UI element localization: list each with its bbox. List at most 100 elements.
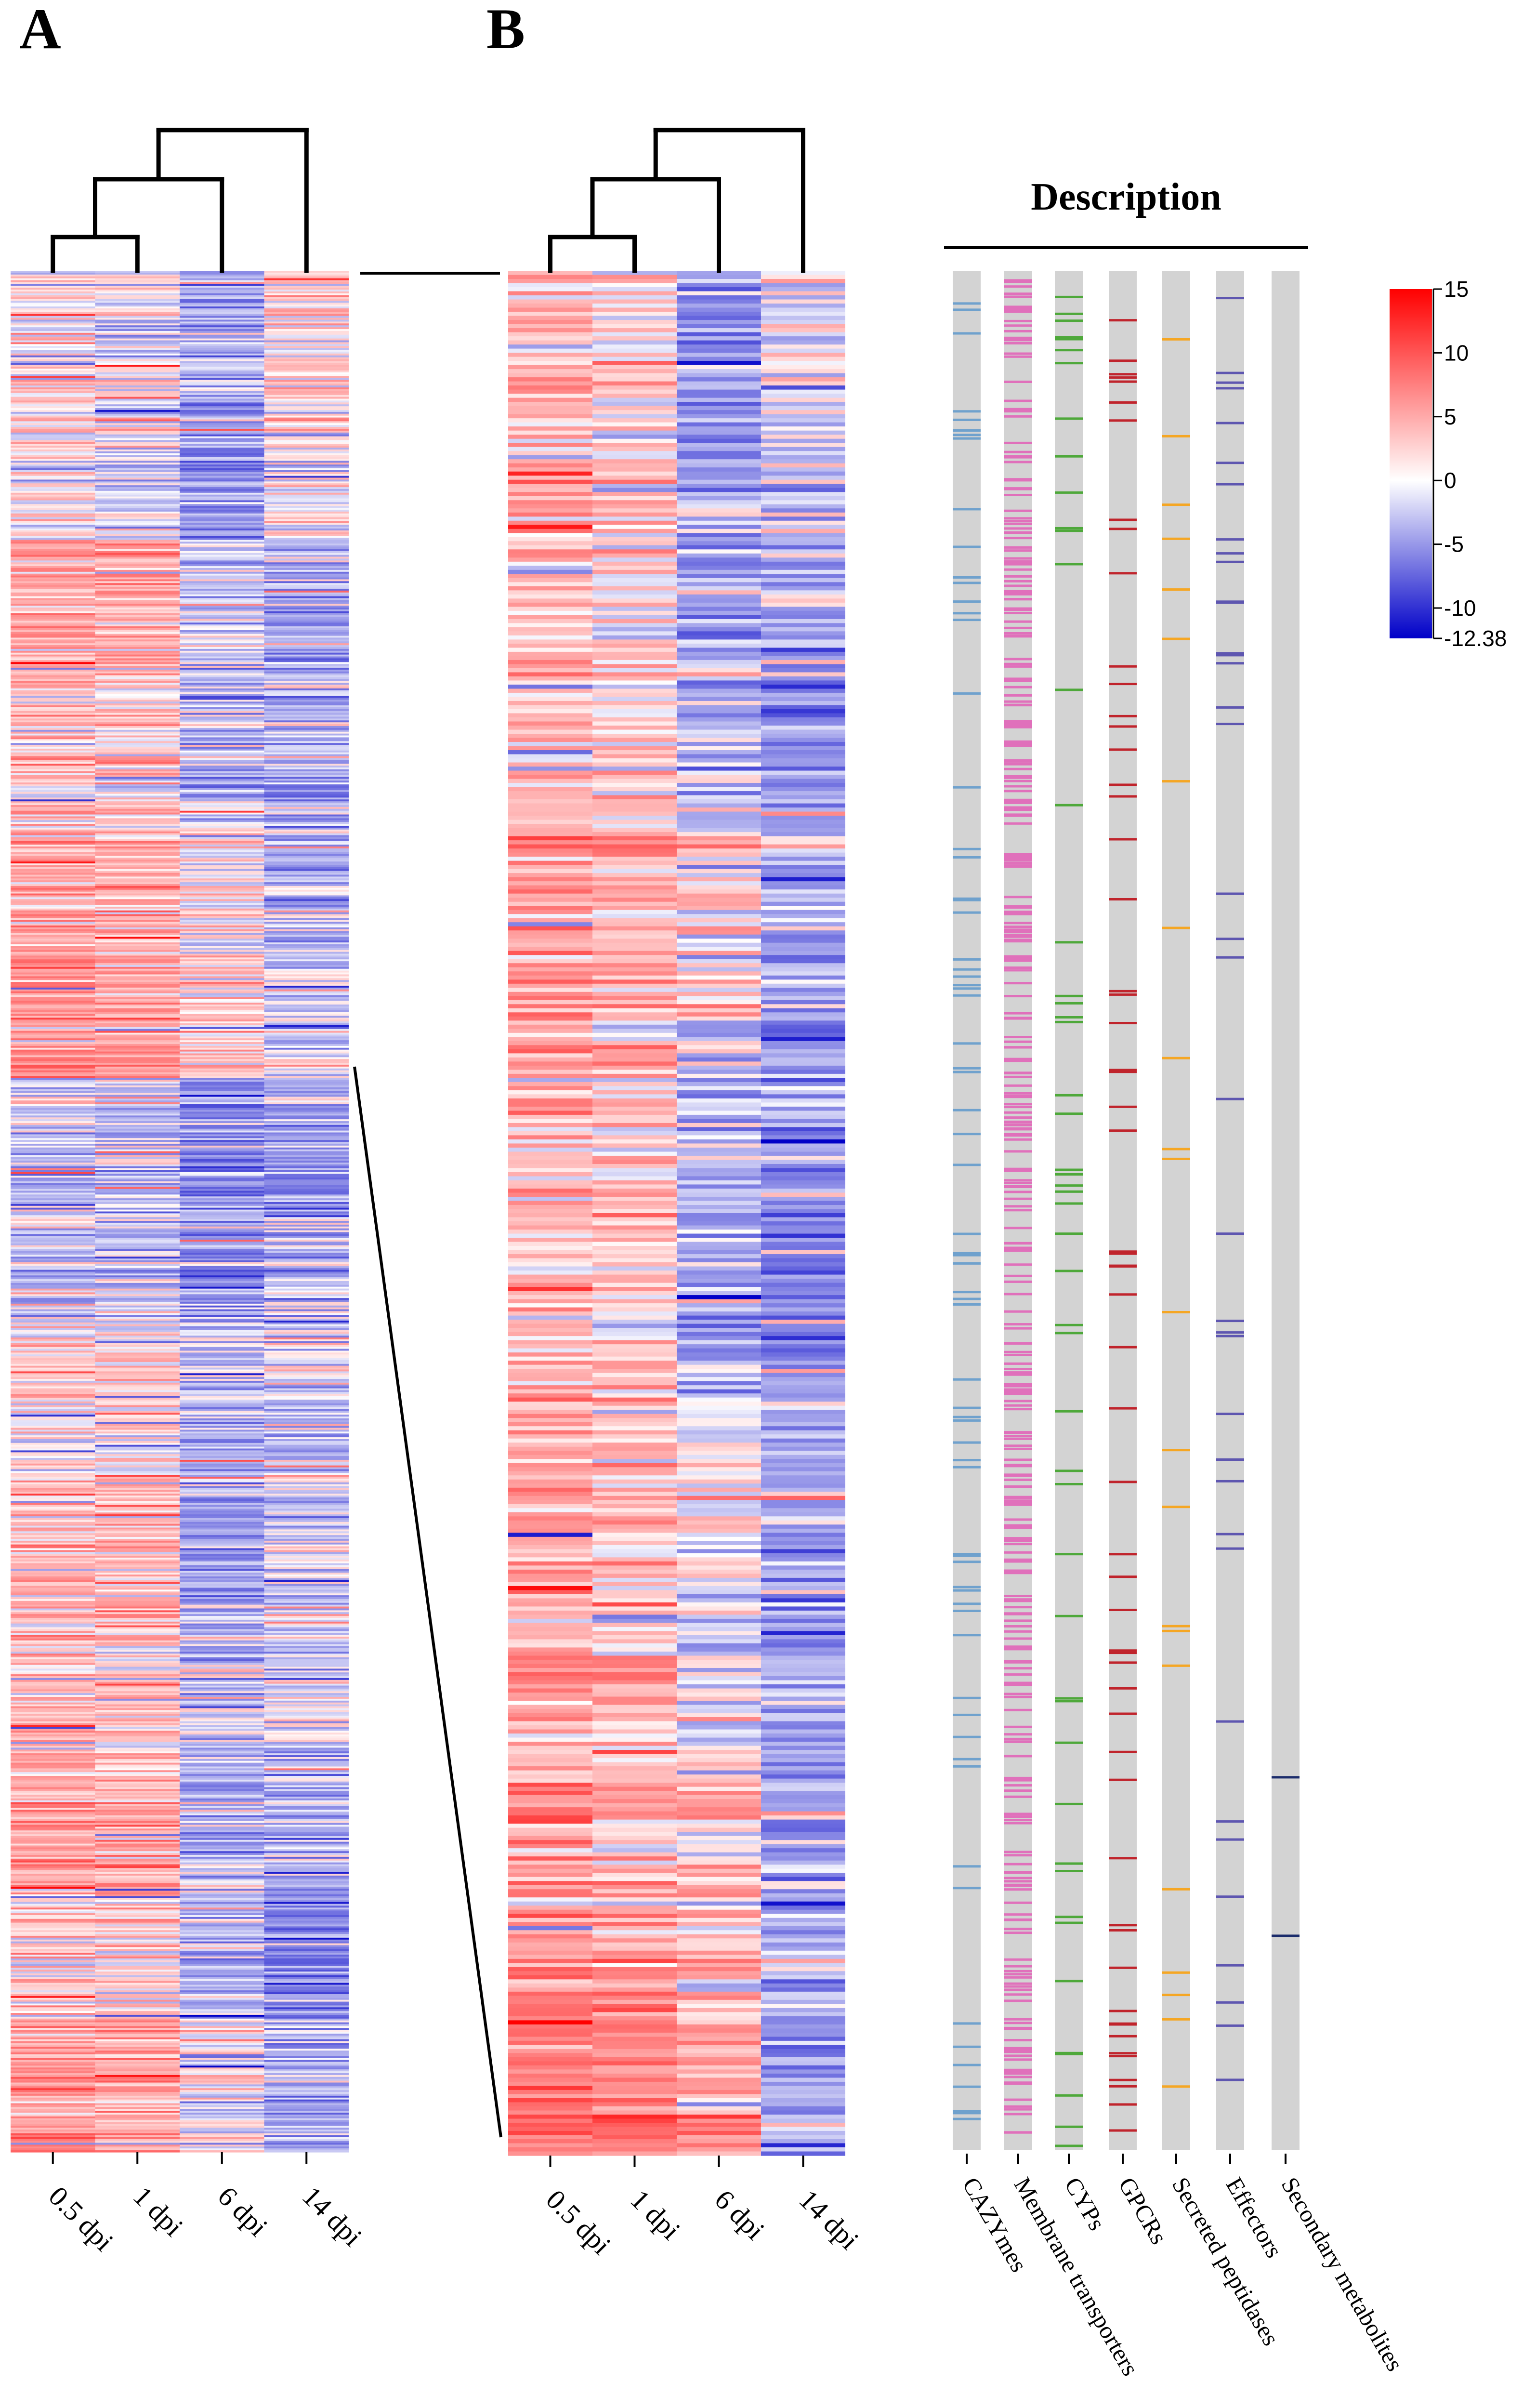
heat-cell (264, 1401, 349, 1404)
heat-cell (11, 498, 95, 501)
heat-cell (264, 982, 349, 984)
heat-cell (95, 654, 180, 657)
heat-cell (677, 947, 761, 952)
heat-cell (264, 1228, 349, 1231)
heat-cell (11, 1698, 95, 1701)
heat-cell (95, 604, 180, 606)
heat-cell (761, 1073, 845, 1078)
heat-cell (11, 301, 95, 303)
heat-cell (95, 1371, 180, 1374)
heat-cell (180, 1856, 264, 1859)
heat-cell (180, 369, 264, 371)
heat-cell (264, 1130, 349, 1133)
heat-cell (95, 1826, 180, 1829)
heat-cell (180, 2146, 264, 2149)
heat-cell (180, 1298, 264, 1300)
heat-cell (95, 332, 180, 335)
heat-cell (11, 519, 95, 521)
heat-cell (180, 1744, 264, 1746)
heat-cell (180, 310, 264, 313)
heat-cell (677, 742, 761, 747)
heat-cell (677, 705, 761, 710)
heat-cell (264, 1734, 349, 1737)
heat-cell (264, 914, 349, 917)
heat-cell (180, 521, 264, 523)
heat-cell (264, 713, 349, 715)
heat-cell (761, 701, 845, 706)
heat-cell (761, 930, 845, 935)
heat-cell (95, 444, 180, 446)
heat-cell (264, 1714, 349, 1716)
heat-cell (95, 626, 180, 629)
heat-cell (95, 1556, 180, 1558)
heat-cell (180, 1604, 264, 1607)
heat-cell (180, 1734, 264, 1737)
heat-cell (95, 1352, 180, 1355)
heat-cell (592, 549, 677, 554)
heat-cell (264, 1243, 349, 1246)
heat-cell (95, 1578, 180, 1581)
heat-cell (508, 816, 592, 820)
heat-cell (677, 893, 761, 898)
heat-cell (677, 1114, 761, 1119)
heat-cell (180, 1311, 264, 1313)
heat-cell (95, 602, 180, 604)
heat-cell (95, 1514, 180, 1517)
heat-cell (11, 1271, 95, 1274)
heat-cell (95, 1467, 180, 1470)
heat-cell (180, 1531, 264, 1534)
heat-cell (95, 415, 180, 418)
heat-cell (11, 874, 95, 877)
heat-cell (264, 571, 349, 574)
heat-cell (11, 303, 95, 305)
heat-cell (95, 812, 180, 815)
heat-cell (95, 2039, 180, 2042)
heat-cell (11, 579, 95, 582)
heat-cell (180, 1394, 264, 1396)
heat-cell (264, 1896, 349, 1899)
heat-cell (180, 2109, 264, 2111)
heat-cell (95, 2135, 180, 2138)
heat-cell (761, 381, 845, 386)
heat-cell (761, 1139, 845, 1144)
heat-cell (95, 342, 180, 344)
heat-cell (264, 995, 349, 997)
heat-cell (180, 2003, 264, 2006)
heat-cell (180, 1140, 264, 1142)
heat-cell (11, 571, 95, 574)
heat-cell (592, 1016, 677, 1021)
heat-cell (11, 1119, 95, 1122)
heat-cell (761, 1070, 845, 1074)
heat-cell (677, 594, 761, 599)
heat-cell (264, 334, 349, 337)
heat-cell (180, 1317, 264, 1319)
heat-cell (95, 999, 180, 1001)
heat-cell (11, 312, 95, 315)
heat-cell (11, 1951, 95, 1953)
heat-cell (264, 845, 349, 847)
heat-cell (11, 323, 95, 326)
heat-cell (677, 279, 761, 284)
heat-cell (11, 1760, 95, 1763)
heat-cell (11, 1508, 95, 1511)
heat-cell (180, 1548, 264, 1550)
heat-cell (264, 2130, 349, 2132)
heat-cell (180, 272, 264, 275)
heat-cell (95, 1941, 180, 1944)
heat-cell (11, 1960, 95, 1963)
heat-cell (95, 679, 180, 681)
heat-cell (677, 299, 761, 304)
heat-cell (592, 418, 677, 423)
heat-cell (180, 581, 264, 583)
heat-cell (95, 948, 180, 951)
heat-cell (180, 2014, 264, 2017)
heat-cell (180, 1667, 264, 1669)
heat-cell (180, 846, 264, 849)
heat-cell (677, 865, 761, 870)
heat-cell (180, 1029, 264, 1032)
heat-cell (11, 1350, 95, 1353)
heat-cell (180, 1106, 264, 1109)
heat-cell (11, 1345, 95, 1348)
heat-cell (180, 889, 264, 892)
heat-cell (95, 1981, 180, 1984)
